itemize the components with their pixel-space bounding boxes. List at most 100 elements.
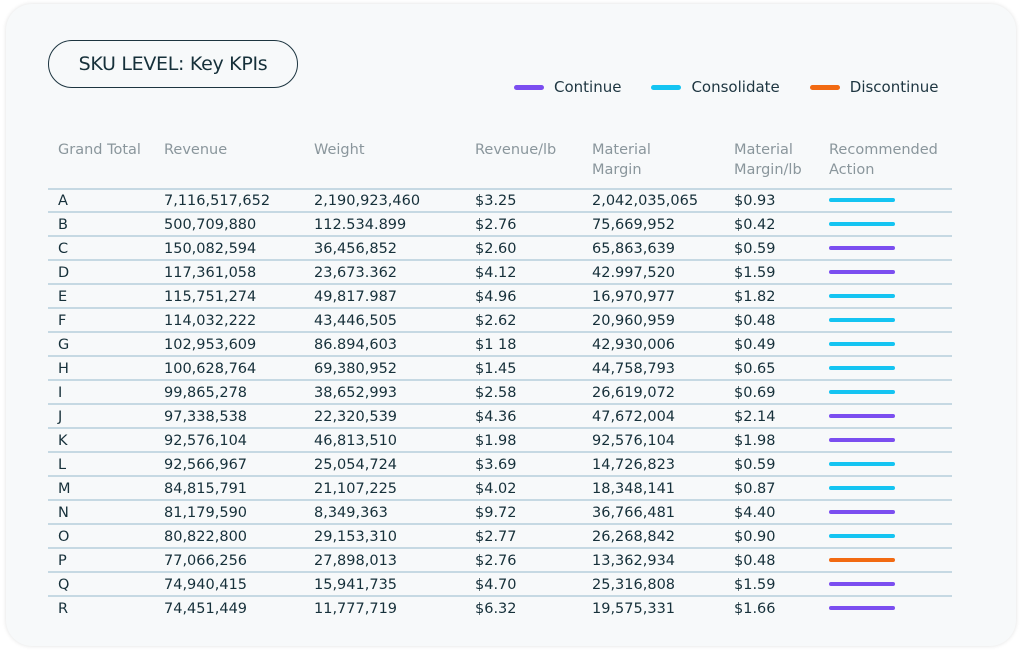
action-indicator-continue [829,606,895,610]
cell-rev-lb: $1 18 [475,337,517,353]
cell-rev-lb: $3.69 [475,457,517,473]
action-indicator-consolidate [829,222,895,226]
cell-weight: 43,446,505 [314,313,398,329]
cell-rev-lb: $2.62 [475,313,517,329]
card-title: SKU LEVEL: Key KPIs [48,40,298,88]
cell-sku: F [58,313,67,329]
table-row: G 102,953,609 86.894,603 $1 18 42,930,006 $0.… [48,333,952,357]
cell-weight: 21,107,225 [314,481,398,497]
cell-rev-lb: $4.36 [475,409,517,425]
legend-item-continue: Continue [514,78,621,96]
cell-rev-lb: $4.02 [475,481,517,497]
cell-revenue: 114,032,222 [164,313,257,329]
cell-sku: Q [58,577,70,593]
cell-margin: 25,316,808 [592,577,676,593]
cell-sku: L [58,457,67,473]
cell-weight: 69,380,952 [314,361,398,377]
cell-margin: 20,960,959 [592,313,676,329]
cell-weight: 15,941,735 [314,577,398,593]
cell-rev-lb: $2.60 [475,241,517,257]
table-row: M 84,815,791 21,107,225 $4.02 18,348,141 $0.8… [48,477,952,501]
table-row: N 81,179,590 8,349,363 $9.72 36,766,481 $4.40 [48,501,952,525]
action-indicator-consolidate [829,318,895,322]
cell-revenue: 80,822,800 [164,529,248,545]
action-indicator-continue [829,438,895,442]
legend-item-discontinue: Discontinue [809,78,939,96]
table-row: B 500,709,880 112.534.899 $2.76 75,669,952 $0… [48,213,952,237]
cell-rev-lb: $1.45 [475,361,517,377]
cell-margin-lb: $0.90 [734,529,776,545]
cell-margin-lb: $1.59 [734,577,776,593]
legend-label: Discontinue [849,78,939,96]
action-indicator-continue [829,510,895,514]
table-row: I 99,865,278 38,652,993 $2.58 26,619,072 $0.6… [48,381,952,405]
cell-sku: G [58,337,70,353]
cell-rev-lb: $9.72 [475,505,517,521]
cell-revenue: 500,709,880 [164,217,257,233]
cell-margin: 42.997,520 [592,265,676,281]
cell-margin: 19,575,331 [592,601,676,617]
table-row: L 92,566,967 25,054,724 $3.69 14,726,823 $0.5… [48,453,952,477]
cell-margin: 2,042,035,065 [592,193,699,209]
cell-sku: I [58,385,63,401]
table-row: K 92,576,104 46,813,510 $1.98 92,576,104 $1.9… [48,429,952,453]
cell-sku: K [58,433,68,449]
cell-weight: 49,817.987 [314,289,398,305]
col-grand-total: Grand Total [58,142,141,158]
cell-margin: 75,669,952 [592,217,676,233]
cell-weight: 27,898,013 [314,553,398,569]
cell-rev-lb: $3.25 [475,193,517,209]
cell-revenue: 100,628,764 [164,361,257,377]
cell-revenue: 92,576,104 [164,433,248,449]
table-row: R 74,451,449 11,777,719 $6.32 19,575,331 $1.6… [48,597,952,619]
cell-margin: 42,930,006 [592,337,676,353]
cell-weight: 36,456,852 [314,241,398,257]
col-weight: Weight [314,142,365,158]
cell-margin-lb: $1.82 [734,289,776,305]
cell-revenue: 115,751,274 [164,289,257,305]
cell-weight: 23,673.362 [314,265,398,281]
action-indicator-consolidate [829,198,895,202]
cell-weight: 22,320,539 [314,409,398,425]
cell-revenue: 77,066,256 [164,553,248,569]
table-row: A 7,116,517,652 2,190,923,460 $3.25 2,042,03… [48,189,952,213]
cell-weight: 38,652,993 [314,385,398,401]
cell-rev-lb: $2.77 [475,529,517,545]
cell-margin-lb: $0.42 [734,217,776,233]
action-indicator-consolidate [829,486,895,490]
action-indicator-consolidate [829,462,895,466]
cell-sku: O [58,529,70,545]
cell-weight: 11,777,719 [314,601,398,617]
cell-margin-lb: $1.59 [734,265,776,281]
cell-margin-lb: $2.14 [734,409,776,425]
action-indicator-consolidate [829,294,895,298]
cell-revenue: 74,940,415 [164,577,248,593]
col-revenue-per-lb: Revenue/lb [475,142,557,158]
cell-revenue: 74,451,449 [164,601,248,617]
cell-rev-lb: $4.12 [475,265,517,281]
action-indicator-continue [829,246,895,250]
col-material-margin-per-lb: Material Margin/lb [734,142,802,178]
cell-weight: 29,153,310 [314,529,398,545]
legend-label: Consolidate [691,78,780,96]
discontinue-swatch [809,84,840,90]
cell-margin-lb: $0.48 [734,553,776,569]
action-indicator-continue [829,270,895,274]
cell-weight: 86.894,603 [314,337,398,353]
cell-margin: 65,863,639 [592,241,676,257]
cell-margin-lb: $1.66 [734,601,776,617]
kpi-card: SKU LEVEL: Key KPIs Continue Consolidate… [6,4,1016,646]
cell-sku: N [58,505,69,521]
table-row: H 100,628,764 69,380,952 $1.45 44,758,793 $0.… [48,357,952,381]
cell-sku: B [58,217,68,233]
cell-margin-lb: $0.69 [734,385,776,401]
cell-revenue: 92,566,967 [164,457,248,473]
cell-rev-lb: $1.98 [475,433,517,449]
cell-margin-lb: $0.65 [734,361,776,377]
cell-sku: E [58,289,68,305]
action-indicator-consolidate [829,366,895,370]
cell-sku: C [58,241,69,257]
cell-margin-lb: $0.59 [734,241,776,257]
cell-margin: 47,672,004 [592,409,676,425]
col-revenue: Revenue [164,142,228,158]
